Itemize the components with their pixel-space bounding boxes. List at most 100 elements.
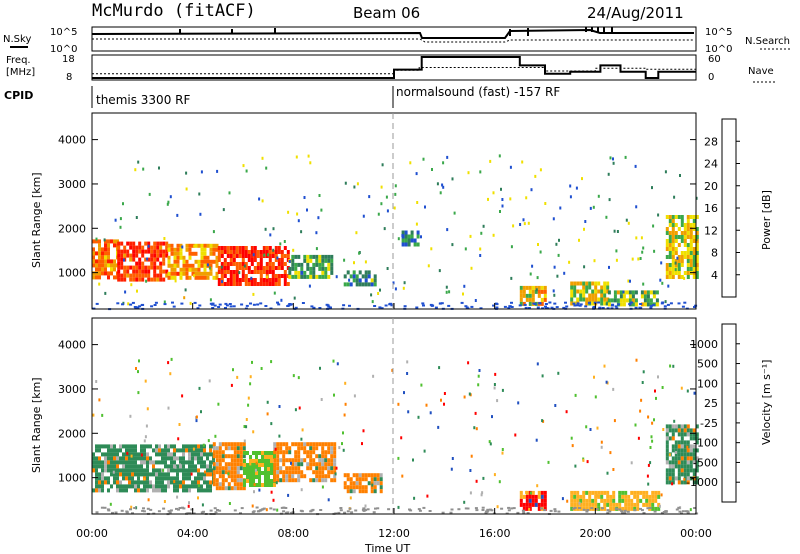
heatmap-cell [274, 278, 278, 282]
heatmap-cell [671, 428, 675, 433]
heatmap-cell [117, 265, 121, 270]
heatmap-cell [125, 464, 128, 469]
heatmap-cell [522, 289, 526, 294]
scatter-echo [536, 276, 539, 280]
heatmap-cell [309, 274, 313, 279]
scatter-echo [653, 249, 656, 253]
heatmap-cell [668, 464, 672, 469]
heatmap-cell [300, 262, 304, 267]
scatter-echo [547, 460, 550, 464]
heatmap-cell [330, 478, 334, 483]
heatmap-cell [695, 259, 699, 263]
scatter-echo [392, 281, 395, 285]
heatmap-cell [120, 277, 124, 282]
heatmap-cell [528, 502, 532, 507]
heatmap-cell [176, 255, 180, 260]
scatter-echo [565, 410, 568, 414]
heatmap-cell [274, 254, 278, 258]
heatmap-cell [327, 474, 331, 479]
heatmap-cell [285, 458, 289, 463]
heatmap-cell [191, 452, 194, 457]
heatmap-cell [671, 275, 675, 279]
heatmap-cell [677, 215, 681, 219]
heatmap-cell [324, 450, 328, 455]
heatmap-cell [695, 448, 699, 453]
heatmap-cell [665, 271, 669, 275]
heatmap-cell [162, 257, 166, 262]
heatmap-cell [594, 289, 598, 294]
heatmap-cell [674, 263, 678, 267]
heatmap-cell [324, 466, 328, 471]
ground-scatter [218, 509, 222, 512]
heatmap-cell [146, 476, 149, 481]
heatmap-cell [309, 446, 313, 451]
heatmap-cell [212, 456, 215, 461]
heatmap-cell [576, 289, 580, 294]
heatmap-cell [156, 273, 160, 278]
heatmap-cell [270, 467, 273, 471]
heatmap-cell [176, 484, 179, 489]
heatmap-cell [333, 462, 337, 467]
heatmap-cell [235, 246, 239, 250]
heatmap-cell [525, 297, 529, 302]
heatmap-cell [361, 473, 365, 478]
heatmap-cell [695, 235, 699, 239]
ground-scatter [481, 506, 485, 509]
heatmap-cell [95, 444, 98, 449]
scatter-echo [649, 461, 652, 465]
heatmap-cell [131, 468, 134, 473]
heatmap-cell [277, 258, 281, 262]
heatmap-cell [243, 463, 246, 467]
ground-scatter [675, 508, 679, 511]
heatmap-cell [519, 494, 523, 499]
heatmap-cell [144, 265, 148, 270]
heatmap-cell [259, 274, 263, 278]
heatmap-cell [113, 448, 116, 453]
heatmap-cell [256, 270, 260, 274]
heatmap-cell [273, 458, 277, 463]
heatmap-cell [249, 467, 252, 471]
heatmap-cell [227, 462, 231, 467]
heatmap-cell [135, 273, 139, 278]
scatter-echo [652, 224, 655, 228]
heatmap-cell [167, 263, 171, 268]
scatter-echo [647, 482, 650, 486]
heatmap-cell [639, 490, 643, 495]
scatter-echo [290, 461, 292, 465]
heatmap-cell [343, 274, 347, 279]
scatter-echo [430, 247, 433, 251]
heatmap-cell [101, 255, 104, 260]
heatmap-cell [645, 502, 649, 507]
scatter-echo [103, 238, 106, 242]
heatmap-cell [686, 251, 690, 255]
heatmap-cell [373, 282, 377, 287]
heatmap-cell [668, 436, 672, 441]
scatter-echo [529, 491, 532, 495]
heatmap-cell [686, 432, 690, 437]
scatter-echo [661, 281, 664, 285]
scatter-echo [612, 161, 615, 165]
noise-search-label: N.Search [745, 36, 790, 47]
heatmap-cell [162, 269, 166, 274]
heatmap-cell [686, 263, 690, 267]
ground-scatter [601, 307, 605, 309]
heatmap-cell [665, 468, 669, 473]
heatmap-cell [244, 262, 248, 266]
heatmap-cell [155, 444, 158, 449]
heatmap-cell [220, 282, 224, 286]
heatmap-cell [176, 251, 180, 256]
heatmap-cell [221, 478, 225, 483]
heatmap-cell [686, 440, 690, 445]
heatmap-cell [352, 489, 356, 494]
scatter-echo [181, 394, 184, 398]
scatter-echo [183, 296, 186, 300]
ground-scatter [606, 509, 610, 512]
heatmap-cell [346, 282, 350, 287]
heatmap-cell [143, 456, 146, 461]
ground-scatter [106, 508, 110, 511]
heatmap-cell [101, 263, 104, 268]
heatmap-cell [268, 254, 272, 258]
heatmap-cell [283, 270, 287, 274]
heatmap-cell [159, 277, 163, 282]
heatmap-cell [522, 293, 526, 298]
